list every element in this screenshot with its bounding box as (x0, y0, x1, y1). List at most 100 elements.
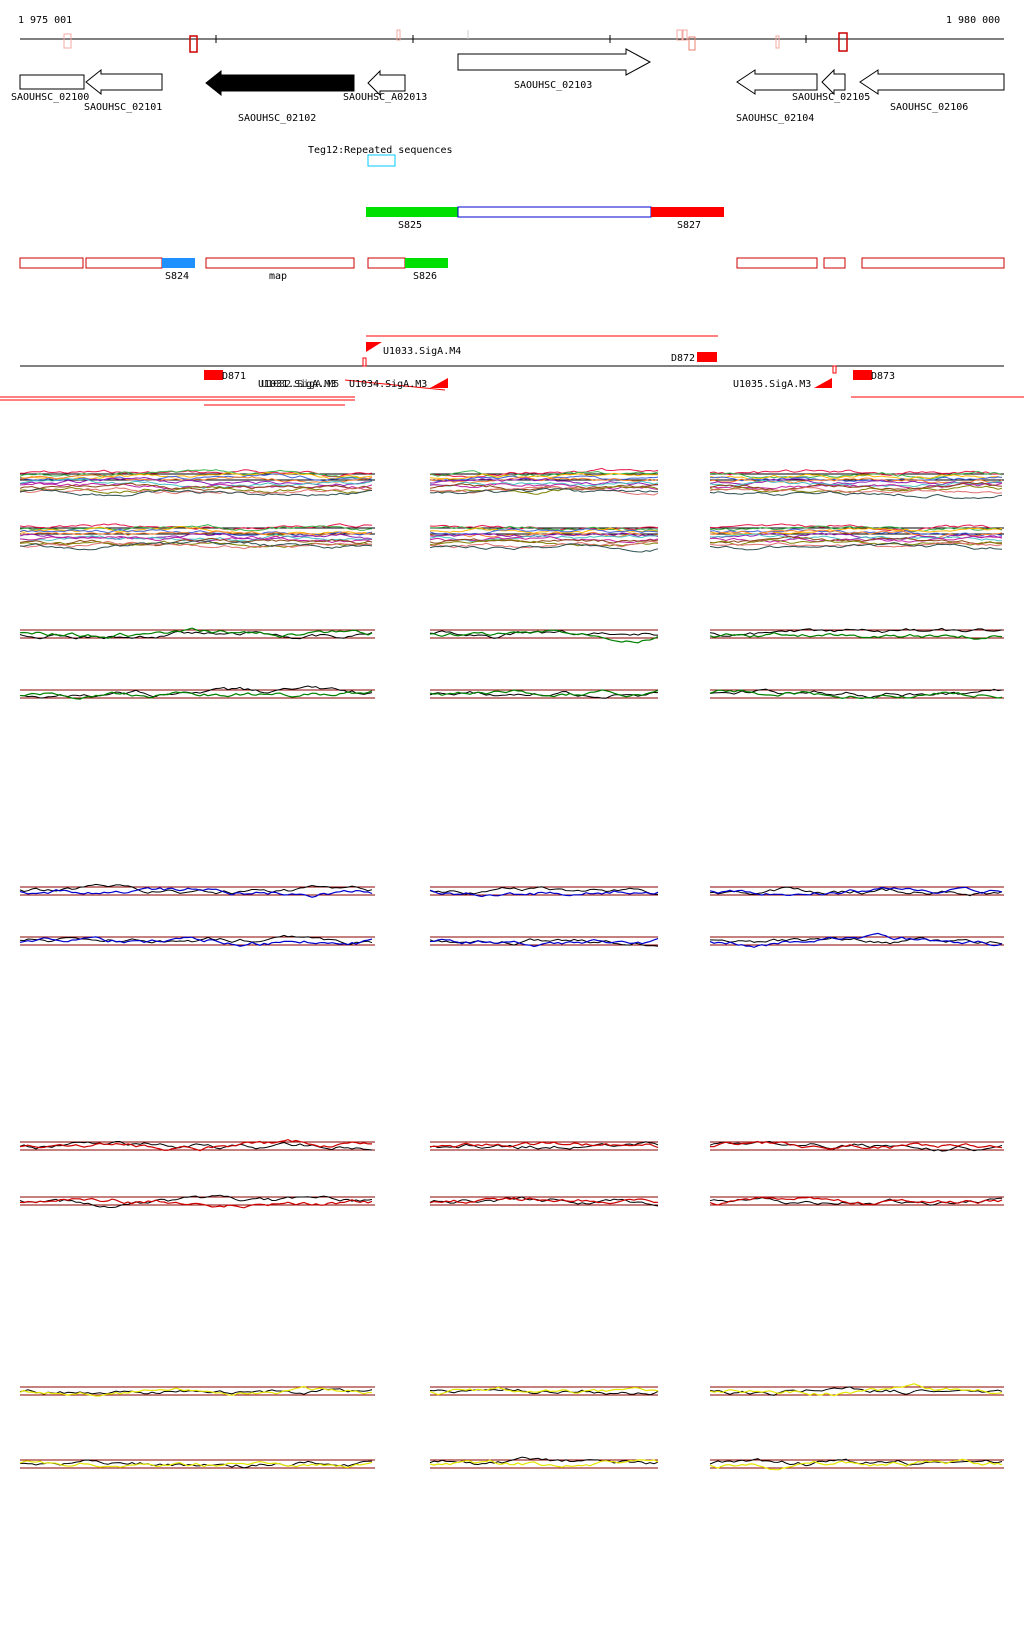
feature-u1035[interactable]: U1035.SigA.M3 (733, 379, 811, 390)
gene-saouhsc-02101[interactable]: SAOUHSC_02101 (84, 68, 163, 113)
feature-u1034[interactable]: U1034.SigA.M3 (349, 379, 427, 390)
segment-label: S824 (165, 271, 189, 282)
feature-u1031[interactable]: U1031.SigA.M3 (258, 379, 336, 390)
expression-trace (19, 1197, 373, 1209)
segment-middle[interactable] (457, 206, 652, 218)
expression-trace (19, 1138, 372, 1152)
expression-trace (19, 1385, 373, 1397)
gene-saouhsc-02104[interactable]: SAOUHSC_02104 (736, 69, 818, 124)
multi-trace (429, 543, 659, 553)
expression-trace (19, 887, 373, 898)
multi-trace (709, 486, 1003, 494)
repeat-track: Teg12:Repeated sequences (308, 145, 453, 167)
reference-trace (19, 685, 373, 699)
promoter-marker[interactable] (366, 342, 382, 352)
feature-d872-box[interactable] (697, 352, 717, 362)
gene-label: SAOUHSC_02100 (11, 92, 89, 103)
reference-trace (19, 934, 373, 946)
multi-trace (19, 540, 373, 551)
expression-trace (709, 632, 1003, 640)
expression-trace (709, 932, 1003, 948)
gene-label: SAOUHSC_02102 (238, 113, 316, 124)
promoter-marker[interactable] (814, 378, 832, 388)
multi-trace (429, 483, 659, 490)
multi-trace (709, 478, 1002, 486)
multi-trace (19, 469, 373, 478)
multi-trace (19, 525, 373, 537)
segment-s827[interactable] (651, 207, 724, 217)
expression-trace (429, 1386, 659, 1396)
multi-trace (19, 473, 373, 482)
coord-start-label: 1 975 001 (18, 15, 72, 26)
expression-trace (709, 886, 1003, 897)
gene-saouhsc-a02013[interactable]: SAOUHSC_A02013 (343, 69, 427, 103)
segment-s824[interactable] (162, 258, 195, 268)
segment-s825[interactable] (366, 207, 458, 217)
coordinate-ruler: 1 975 001 1 980 000 (18, 15, 1004, 53)
gene-track: SAOUHSC_02100 SAOUHSC_02101 SAOUHSC_0210… (11, 48, 1005, 124)
multi-trace (429, 487, 659, 495)
multi-trace (429, 534, 659, 543)
repeat-box[interactable] (367, 154, 396, 167)
reference-trace (709, 936, 1003, 945)
gene-saouhsc-02106[interactable]: SAOUHSC_02106 (859, 69, 1005, 113)
multi-trace (429, 528, 659, 536)
expression-trace (19, 1460, 373, 1469)
multi-trace (19, 488, 373, 497)
multi-trace (709, 476, 1003, 483)
gene-label: SAOUHSC_02104 (736, 113, 814, 124)
multi-trace (19, 469, 373, 480)
feature-track: U1033.SigA.M4 D871 U1031.SigA.M3 U1032.S… (0, 335, 1024, 406)
segment-box[interactable] (19, 257, 84, 269)
segment-label: S826 (413, 271, 437, 282)
gene-saouhsc-02100[interactable]: SAOUHSC_02100 (11, 74, 89, 103)
reference-trace (19, 1194, 373, 1209)
multi-trace (19, 471, 373, 481)
segment-map[interactable] (205, 257, 355, 269)
reference-trace (429, 1388, 659, 1396)
feature-d873[interactable]: D873 (871, 371, 895, 382)
multi-trace (429, 527, 659, 534)
multi-trace (709, 469, 1003, 476)
feature-u1033[interactable]: U1033.SigA.M4 (383, 346, 461, 357)
gene-saouhsc-02103[interactable]: SAOUHSC_02103 (457, 48, 652, 91)
feature-u1032[interactable]: U1032.SigA.M5 (261, 379, 339, 390)
expression-trace (709, 1196, 1003, 1206)
gene-saouhsc-02105[interactable]: SAOUHSC_02105 (792, 68, 870, 103)
segment-s826[interactable] (405, 258, 448, 268)
segment-track-upper: S825 S827 (366, 206, 724, 231)
multi-trace (709, 523, 1003, 533)
expression-trace (429, 938, 659, 948)
multi-trace (19, 530, 373, 537)
segment-box[interactable] (823, 257, 846, 269)
feature-d873-box[interactable] (853, 370, 872, 380)
feature-d871[interactable]: D871 (222, 371, 246, 382)
segment-track-lower: S824 map S826 (19, 257, 1005, 282)
multi-trace (429, 480, 659, 487)
promoter-marker[interactable] (430, 378, 448, 388)
reference-trace (709, 627, 1003, 637)
expression-trace (709, 1140, 1003, 1150)
segment-label: S825 (398, 220, 422, 231)
expression-trace (19, 936, 373, 947)
expression-trace (709, 1383, 1003, 1397)
expression-trace (429, 629, 659, 644)
feature-d871-box[interactable] (204, 370, 223, 380)
gene-label: SAOUHSC_02101 (84, 102, 162, 113)
gene-label: SAOUHSC_02103 (514, 80, 592, 91)
gene-saouhsc-02102[interactable]: SAOUHSC_02102 (205, 69, 355, 124)
gene-label: SAOUHSC_A02013 (343, 92, 427, 103)
reference-trace (429, 630, 658, 639)
segment-box[interactable] (85, 257, 163, 269)
expression-plots (19, 467, 1004, 1471)
segment-box[interactable] (367, 257, 406, 269)
reference-trace (709, 886, 1003, 897)
multi-trace (709, 481, 1003, 492)
multi-trace (709, 542, 1003, 551)
segment-box[interactable] (861, 257, 1005, 269)
feature-d872[interactable]: D872 (671, 353, 695, 364)
segment-box[interactable] (736, 257, 818, 269)
multi-trace (429, 539, 659, 547)
reference-trace (429, 1196, 659, 1207)
